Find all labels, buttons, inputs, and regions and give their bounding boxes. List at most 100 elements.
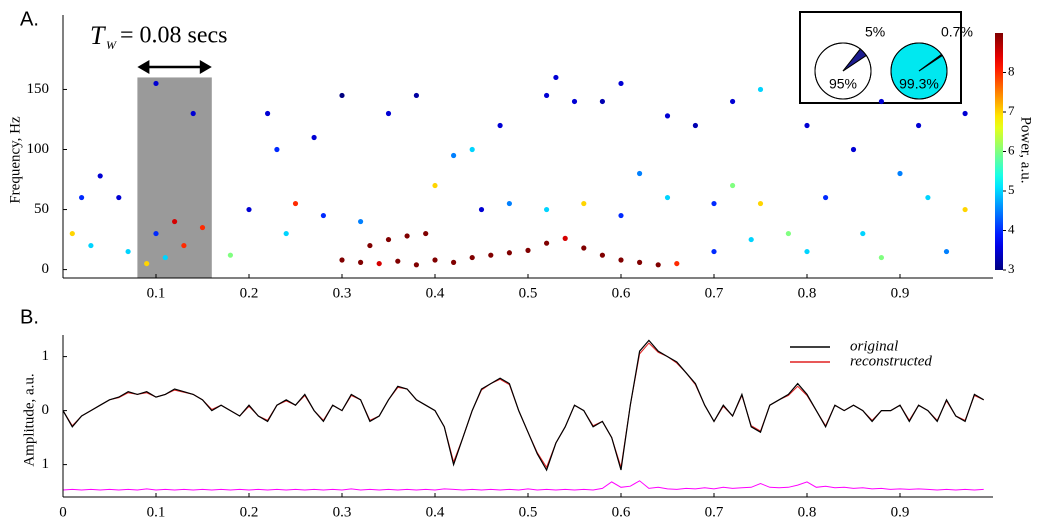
- x-tick-label: 0.5: [519, 504, 538, 520]
- legend-label: original: [850, 338, 898, 354]
- spectral-point: [469, 146, 475, 153]
- colorbar-tick-label: 6: [1008, 142, 1015, 157]
- spectral-point: [581, 200, 587, 207]
- spectral-point: [916, 122, 922, 129]
- spectral-point: [432, 182, 438, 189]
- pie-label: 95%: [829, 76, 857, 92]
- spectral-point: [618, 80, 624, 87]
- spectral-point: [358, 218, 364, 225]
- spectral-point: [125, 248, 131, 255]
- pie-label: 5%: [865, 24, 885, 40]
- spectral-point: [757, 200, 764, 207]
- spectral-point: [227, 252, 233, 258]
- x-tick-label: 0.1: [147, 504, 166, 520]
- x-tick-label: 0: [59, 504, 67, 520]
- spectral-point: [116, 194, 122, 201]
- spectral-point: [69, 230, 75, 237]
- spectral-point: [823, 194, 829, 201]
- series-line: [62, 480, 984, 491]
- spectral-point: [599, 98, 606, 105]
- spectral-point: [367, 242, 373, 249]
- x-tick-label: 0.7: [705, 285, 724, 301]
- spectral-point: [544, 206, 550, 213]
- pie-label: 0.7%: [941, 24, 973, 40]
- x-tick-label: 0.7: [705, 504, 724, 520]
- spectral-point: [544, 92, 550, 99]
- spectral-point: [190, 110, 196, 117]
- x-tick-label: 0.6: [612, 285, 631, 301]
- annotation-text: = 0.08 secs: [120, 23, 228, 49]
- spectral-point: [730, 182, 736, 189]
- colorbar: [995, 33, 1003, 270]
- y-tick-label: 50: [34, 201, 49, 217]
- spectral-point: [878, 254, 885, 261]
- pie-outline: [814, 42, 872, 100]
- panel-label: A.: [20, 8, 39, 30]
- x-tick-label: 0.9: [891, 504, 910, 520]
- spectral-point: [962, 110, 968, 117]
- spectral-point: [413, 92, 419, 99]
- spectral-point: [674, 260, 680, 267]
- y-tick-label: 1: [42, 456, 50, 472]
- spectral-point: [376, 260, 382, 267]
- spectral-point: [711, 200, 717, 207]
- x-tick-label: 0.5: [519, 285, 538, 301]
- spectral-point: [162, 254, 168, 261]
- spectral-point: [320, 212, 326, 219]
- y-tick-label: 150: [27, 81, 50, 97]
- spectral-point: [385, 236, 392, 243]
- spectral-point: [943, 248, 950, 255]
- spectral-point: [757, 86, 764, 93]
- spectral-point: [339, 257, 345, 263]
- spectral-point: [655, 262, 661, 268]
- spectral-point: [274, 146, 280, 153]
- spectral-point: [395, 258, 401, 264]
- colorbar-tick-label: 3: [1008, 261, 1015, 276]
- spectral-point: [525, 247, 531, 253]
- spectral-point: [730, 98, 736, 105]
- spectral-point: [358, 259, 364, 265]
- spectral-point: [88, 242, 94, 249]
- x-tick-label: 0.3: [333, 285, 352, 301]
- spectral-point: [265, 110, 271, 117]
- spectral-point: [553, 74, 559, 81]
- panel-label: B.: [20, 306, 39, 328]
- y-tick-label: 0: [42, 402, 50, 418]
- spectral-point: [339, 92, 345, 99]
- colorbar-tick-label: 4: [1008, 221, 1015, 236]
- x-tick-label: 0.8: [798, 285, 817, 301]
- y-axis-label: Frequency, Hz: [7, 116, 23, 204]
- spectral-point: [423, 230, 429, 237]
- spectral-point: [571, 98, 578, 105]
- spectral-point: [581, 245, 587, 251]
- x-tick-label: 0.6: [612, 504, 631, 520]
- spectral-point: [292, 200, 299, 207]
- spectral-point: [432, 257, 438, 263]
- spectral-point: [850, 146, 857, 153]
- colorbar-tick-label: 5: [1008, 182, 1015, 197]
- x-tick-label: 0.3: [333, 504, 352, 520]
- spectral-point: [618, 257, 624, 263]
- colorbar-label: Power, a.u.: [1018, 117, 1034, 184]
- spectral-point: [181, 242, 187, 249]
- spectral-point: [451, 152, 457, 159]
- spectral-point: [637, 170, 643, 177]
- y-tick-label: 100: [27, 141, 50, 157]
- pie-label: 99.3%: [899, 76, 939, 92]
- spectral-point: [664, 194, 671, 201]
- colorbar-tick-label: 7: [1008, 103, 1015, 118]
- analysis-window: [137, 77, 212, 279]
- spectral-point: [692, 122, 699, 129]
- spectral-point: [413, 262, 419, 268]
- spectral-point: [199, 224, 206, 231]
- x-tick-label: 0.9: [891, 285, 910, 301]
- spectral-point: [469, 254, 475, 261]
- pie-outline: [890, 42, 948, 100]
- spectral-point: [172, 218, 178, 225]
- spectral-point: [804, 122, 810, 129]
- spectral-point: [618, 212, 624, 219]
- x-tick-label: 0.4: [426, 504, 445, 520]
- x-tick-label: 0.2: [240, 285, 259, 301]
- spectral-point: [860, 230, 866, 237]
